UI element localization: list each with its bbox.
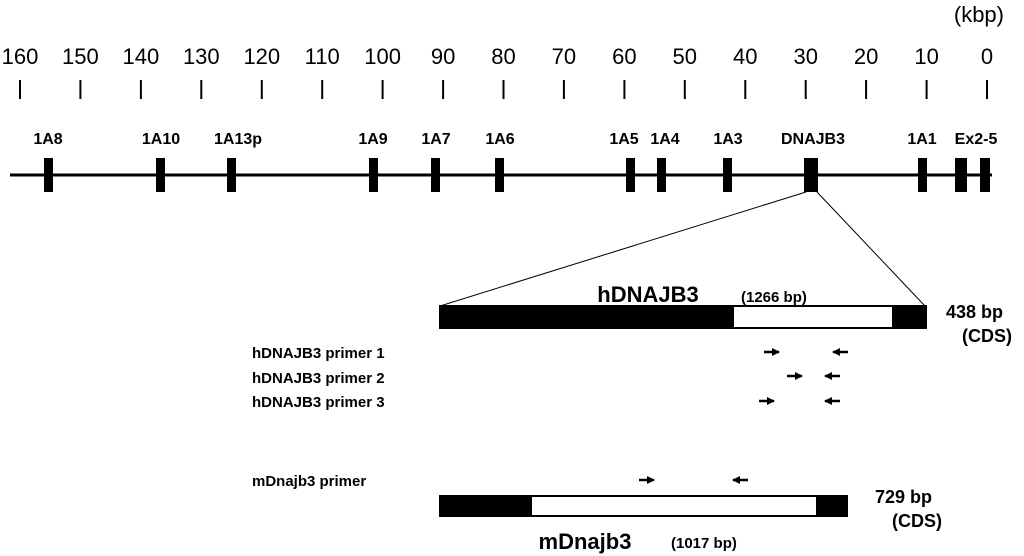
exon-labels: 1A8 1A10 1A13p 1A9 1A7 1A6 1A5 1A4 1A3 D… (33, 131, 997, 148)
scale-tick-label: 90 (431, 44, 455, 69)
mouse-cds-label: (CDS) (892, 511, 942, 531)
zoom-line-left (439, 191, 807, 307)
scale-tick-label: 10 (914, 44, 938, 69)
mouse-transcript-length: (1017 bp) (671, 535, 737, 552)
mouse-cds (530, 495, 818, 517)
human-cds (732, 305, 894, 329)
scale-tick-label: 40 (733, 44, 757, 69)
scale-tick-label: 110 (305, 44, 340, 69)
human-utr-5 (440, 306, 733, 328)
scale-tick-label: 100 (364, 44, 401, 69)
exon-label-1A4: 1A4 (650, 131, 679, 148)
human-primer-1-label: hDNAJB3 primer 1 (252, 345, 385, 362)
exon-label-1A1: 1A1 (907, 131, 936, 148)
zoom-line-right (816, 191, 926, 307)
exon-label-1A10: 1A10 (142, 131, 180, 148)
human-primer-3-label: hDNAJB3 primer 3 (252, 394, 385, 411)
exon-label-1A13p: 1A13p (214, 131, 262, 148)
mouse-transcript (439, 495, 848, 517)
exon-label-1A9: 1A9 (358, 131, 387, 148)
exon-boxes (44, 158, 990, 192)
human-cds-label: (CDS) (962, 326, 1012, 346)
human-gene-name: hDNAJB3 (597, 282, 698, 307)
mouse-outline (439, 495, 848, 517)
human-transcript (439, 305, 927, 329)
human-primer-2-label: hDNAJB3 primer 2 (252, 370, 385, 387)
mouse-cds-value: 729 bp (875, 487, 932, 507)
exon-label-DNAJB3: DNAJB3 (781, 131, 845, 148)
scale-tick-label: 60 (612, 44, 636, 69)
unit-label: (kbp) (954, 2, 1004, 27)
exon-DNAJB3 (804, 158, 818, 192)
scale-tick-label: 160 (2, 44, 39, 69)
scale-tick-label: 0 (981, 44, 993, 69)
exon-1A10 (156, 158, 165, 192)
mouse-utr-5 (440, 496, 531, 516)
mouse-utr-3 (816, 496, 847, 516)
mouse-gene-name: mDnajb3 (539, 529, 632, 554)
exon-1A5 (626, 158, 635, 192)
exon-1A4 (657, 158, 666, 192)
human-cds-value: 438 bp (946, 302, 1003, 322)
exon-Ex3-5 (980, 158, 990, 192)
scale-axis: 160 150 140 130 120 110 100 90 80 70 60 50 40 30 20 10 0 (2, 44, 993, 99)
exon-1A6 (495, 158, 504, 192)
exon-label-Ex2-5: Ex2-5 (955, 131, 998, 148)
scale-tick-label: 150 (62, 44, 99, 69)
exon-label-1A8: 1A8 (33, 131, 62, 148)
exon-1A7 (431, 158, 440, 192)
exon-label-1A5: 1A5 (609, 131, 638, 148)
scale-tick-label: 20 (854, 44, 878, 69)
exon-Ex2 (955, 158, 967, 192)
human-outline (439, 305, 927, 329)
scale-tick-label: 50 (673, 44, 697, 69)
exon-label-1A3: 1A3 (713, 131, 742, 148)
scale-tick-label: 130 (183, 44, 220, 69)
human-utr-3 (892, 306, 926, 328)
scale-tick-label: 30 (793, 44, 817, 69)
exon-1A3 (723, 158, 732, 192)
human-primer-arrows (759, 348, 848, 405)
scale-tick-label: 70 (552, 44, 576, 69)
exon-1A8 (44, 158, 53, 192)
exon-1A9 (369, 158, 378, 192)
human-transcript-length: (1266 bp) (741, 289, 807, 306)
mouse-primer-label: mDnajb3 primer (252, 473, 366, 490)
exon-1A1 (918, 158, 927, 192)
scale-tick-label: 80 (491, 44, 515, 69)
scale-tick-label: 120 (243, 44, 280, 69)
exon-label-1A7: 1A7 (421, 131, 450, 148)
exon-1A13p (227, 158, 236, 192)
exon-label-1A6: 1A6 (485, 131, 514, 148)
scale-tick-label: 140 (123, 44, 160, 69)
